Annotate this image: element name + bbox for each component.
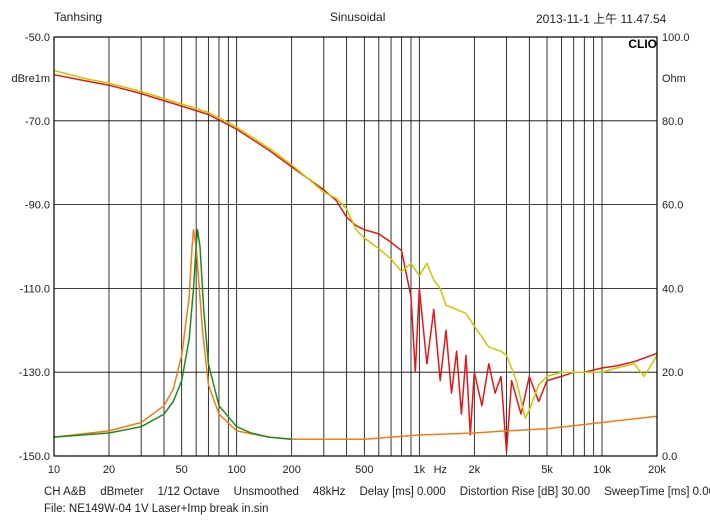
footer-setting: 48kHz xyxy=(312,486,346,498)
y-tick-label-right: 60.0 xyxy=(662,200,683,212)
y-tick-label-left: -90.0 xyxy=(25,200,50,212)
grid xyxy=(54,37,657,456)
y-tick-label-left: -110.0 xyxy=(20,283,50,295)
x-tick-label: 20k xyxy=(648,464,666,476)
y-tick-label-left: -50.0 xyxy=(25,32,50,44)
header-center: Sinusoidal xyxy=(330,10,386,24)
footer-setting: Distortion Rise [dB] 30.00 xyxy=(459,486,591,498)
footer-setting: Unsmoothed xyxy=(233,486,299,498)
y-tick-label-left: -130.0 xyxy=(19,367,50,379)
footer-settings: CH A&B dBmeter 1/12 Octave Unsmoothed 48kHz D… xyxy=(44,486,710,498)
x-tick-label: 10k xyxy=(593,464,611,476)
footer-file: File: NE149W-04 1V Laser+Imp break in.si… xyxy=(44,503,269,515)
series-line-yellow xyxy=(53,69,658,420)
footer-setting: dBmeter xyxy=(100,486,144,498)
axes: -50.0-70.0-90.0-110.0-130.0-150.0100.080… xyxy=(11,32,689,476)
series-line-red xyxy=(53,73,658,453)
footer-setting: 1/12 Octave xyxy=(157,486,220,498)
header-right: 2013-11-1 上午 11.47.54 xyxy=(536,12,667,26)
y-axis-label-left: dBre1m xyxy=(11,73,50,85)
x-tick-label: 5k xyxy=(541,464,553,476)
x-tick-label: 2k xyxy=(469,464,481,476)
y-tick-label-right: 80.0 xyxy=(662,116,683,128)
clio-brand: CLIO xyxy=(628,37,657,51)
y-axis-label-right: Ohm xyxy=(662,73,686,85)
header-left: Tanhsing xyxy=(54,10,103,24)
x-axis-label: Hz xyxy=(434,464,447,476)
x-tick-label: 20 xyxy=(103,464,115,476)
y-tick-label-right: 20.0 xyxy=(662,367,683,379)
y-tick-label-right: 40.0 xyxy=(662,283,683,295)
footer-setting: CH A&B xyxy=(44,486,87,498)
plot-border xyxy=(53,36,658,457)
y-tick-label-left: -70.0 xyxy=(25,116,50,128)
x-tick-label: 500 xyxy=(355,464,373,476)
y-tick-label-left: -150.0 xyxy=(19,451,50,463)
footer-setting: Delay [ms] 0.000 xyxy=(359,486,446,498)
y-tick-label-right: 0.0 xyxy=(662,451,677,463)
x-tick-label: 1k xyxy=(414,464,426,476)
x-tick-label: 10 xyxy=(48,464,60,476)
x-tick-label: 50 xyxy=(176,464,188,476)
series-line-orange xyxy=(53,228,658,440)
series-line-green xyxy=(53,228,292,440)
x-tick-label: 100 xyxy=(227,464,245,476)
y-tick-label-right: 100.0 xyxy=(662,32,690,44)
x-tick-label: 200 xyxy=(282,464,300,476)
series-layer xyxy=(53,69,658,453)
footer-setting: SweepTime [ms] 0.00 xyxy=(604,486,710,498)
